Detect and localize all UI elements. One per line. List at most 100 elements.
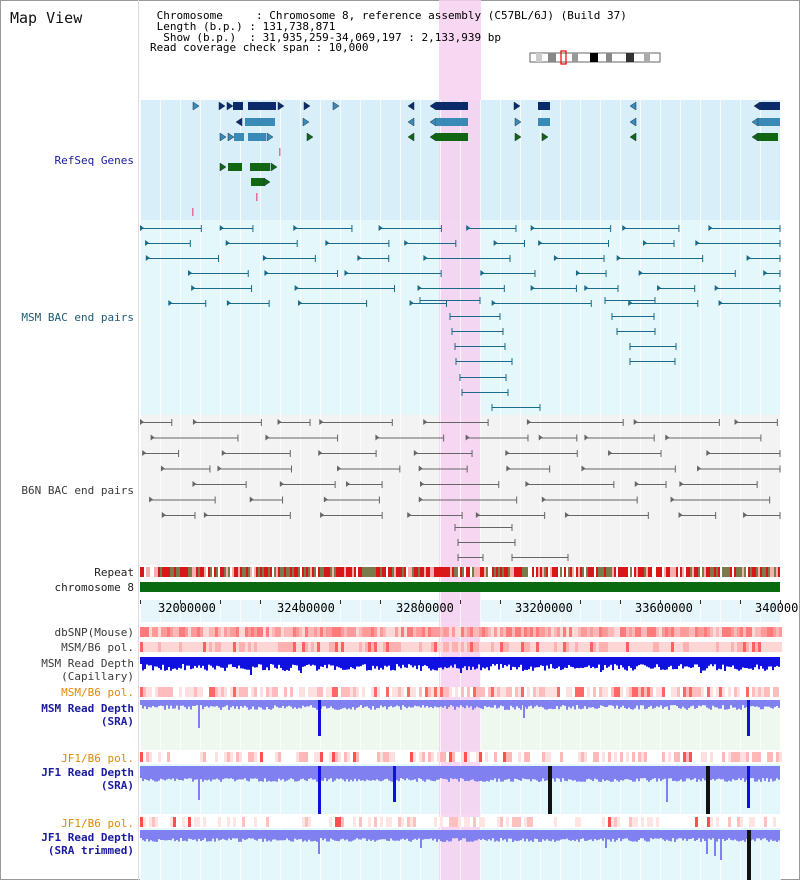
depth-bar <box>346 700 348 710</box>
heat-cell <box>437 687 440 697</box>
depth-bar <box>470 830 472 842</box>
depth-bar <box>358 830 360 840</box>
depth-bar <box>440 766 442 779</box>
heat-cell <box>752 687 755 697</box>
depth-bar <box>630 830 632 842</box>
heat-cell <box>416 687 419 697</box>
depth-bar <box>442 657 444 670</box>
depth-bar <box>196 700 198 706</box>
b6n-bac-pair-end <box>142 450 147 456</box>
repeat-element <box>326 567 328 577</box>
repeat-element <box>236 567 238 577</box>
repeat-element <box>396 567 398 577</box>
repeat-element <box>504 567 506 577</box>
depth-bar <box>486 700 488 708</box>
depth-bar <box>632 700 634 710</box>
depth-bar <box>326 700 328 709</box>
heat-cell <box>563 627 566 637</box>
heat-cell <box>569 642 572 652</box>
depth-bar <box>736 830 738 841</box>
repeat-element <box>730 567 732 577</box>
depth-bar <box>652 766 654 779</box>
heat-cell <box>305 642 308 652</box>
repeat-element <box>202 567 204 577</box>
heat-cell <box>596 752 599 762</box>
heat-cell <box>734 642 737 652</box>
heat-cell <box>509 817 512 827</box>
heat-cell <box>449 752 452 762</box>
heat-cell <box>686 687 689 697</box>
depth-bar <box>324 700 326 707</box>
depth-bar <box>378 766 380 781</box>
heat-cell <box>707 642 710 652</box>
heat-cell <box>758 752 761 762</box>
heat-cell <box>539 752 542 762</box>
depth-bar <box>710 830 712 840</box>
depth-bar <box>450 830 452 842</box>
depth-bar <box>554 657 556 669</box>
depth-bar <box>526 657 528 671</box>
repeat-element <box>256 567 258 577</box>
repeat-element <box>418 567 420 577</box>
repeat-element <box>714 567 716 577</box>
repeat-element <box>508 567 510 577</box>
b6n-bac-pair-end <box>418 496 423 503</box>
heat-cell <box>716 817 719 827</box>
heat-cell <box>377 642 380 652</box>
depth-bar <box>372 657 374 666</box>
heat-cell <box>167 817 170 827</box>
heat-cell <box>191 627 194 637</box>
gene-block <box>436 118 468 126</box>
heat-cell <box>665 687 668 697</box>
depth-bar <box>168 830 170 841</box>
heat-cell <box>377 687 380 697</box>
repeat-element <box>478 567 480 577</box>
repeat-element <box>164 567 166 577</box>
heat-cell <box>674 752 677 762</box>
heat-cell <box>698 817 701 827</box>
heat-cell <box>545 642 548 652</box>
heat-cell <box>665 642 668 652</box>
depth-bar <box>194 657 196 666</box>
heat-cell <box>359 752 362 762</box>
depth-bar <box>538 657 540 668</box>
depth-bar <box>254 657 256 668</box>
heat-cell <box>404 642 407 652</box>
repeat-element <box>500 567 502 577</box>
heat-cell <box>632 817 635 827</box>
heat-cell <box>317 642 320 652</box>
heat-cell <box>713 817 716 827</box>
depth-bar <box>710 766 712 781</box>
heat-cell <box>713 627 716 637</box>
heat-cell <box>476 752 479 762</box>
depth-bar <box>378 830 380 840</box>
heat-cell <box>410 752 413 762</box>
depth-spike <box>747 700 750 736</box>
repeat-element <box>258 567 260 577</box>
heat-cell <box>161 627 164 637</box>
depth-bar <box>688 700 690 709</box>
depth-bar <box>716 766 718 780</box>
depth-bar <box>306 700 308 707</box>
heat-cell <box>578 627 581 637</box>
repeat-element <box>480 567 482 577</box>
depth-bar <box>326 657 328 669</box>
repeat-element <box>636 567 638 577</box>
heat-cell <box>734 752 737 762</box>
depth-bar <box>484 700 486 707</box>
depth-bar <box>168 657 170 668</box>
heat-cell <box>371 687 374 697</box>
depth-bar <box>342 657 344 670</box>
depth-bar <box>492 830 494 839</box>
repeat-element <box>538 567 540 577</box>
repeat-element <box>680 567 682 577</box>
depth-bar <box>144 830 146 842</box>
depth-bar <box>538 700 540 707</box>
heat-cell <box>779 642 782 652</box>
heat-cell <box>734 627 737 637</box>
heat-cell <box>323 817 326 827</box>
depth-bar <box>652 700 654 709</box>
heat-cell <box>692 642 695 652</box>
heat-cell <box>449 817 452 827</box>
